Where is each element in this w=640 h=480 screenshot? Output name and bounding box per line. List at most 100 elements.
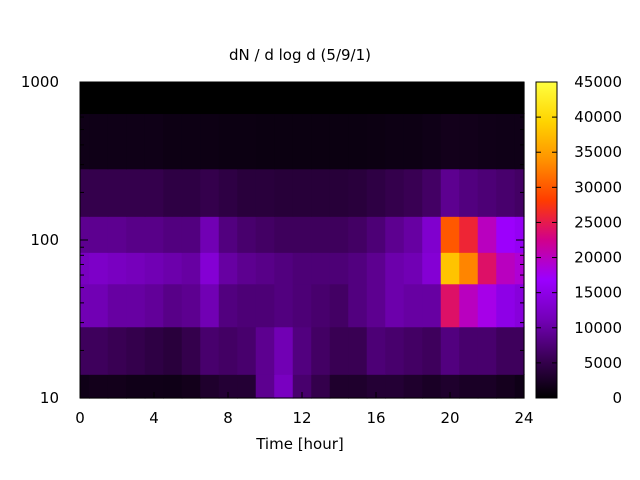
heatmap-cell xyxy=(329,216,349,253)
heatmap-cell xyxy=(200,326,220,375)
heatmap-cell xyxy=(459,283,479,328)
heatmap-cell xyxy=(218,326,238,375)
heatmap-cell xyxy=(274,216,294,253)
heatmap-cell xyxy=(311,252,331,285)
heatmap-cell xyxy=(477,113,497,170)
heatmap-cell xyxy=(440,82,460,115)
y-tick-label: 1000 xyxy=(21,73,59,91)
heatmap-cell xyxy=(403,283,423,328)
heatmap-cell xyxy=(274,113,294,170)
heatmap-cell xyxy=(459,168,479,217)
heatmap-cell xyxy=(255,374,275,399)
colorbar-tick-label: 15000 xyxy=(574,284,622,302)
heatmap-cell xyxy=(144,283,164,328)
heatmap-cell xyxy=(403,326,423,375)
heatmap-cell xyxy=(200,113,220,170)
heatmap-cell xyxy=(292,252,312,285)
heatmap-cell xyxy=(255,113,275,170)
heatmap-cell xyxy=(181,326,201,375)
heatmap-cell xyxy=(237,216,257,253)
heatmap-cell xyxy=(181,283,201,328)
colorbar-tick-label: 35000 xyxy=(574,143,622,161)
heatmap-cell xyxy=(385,82,405,115)
y-tick-label: 100 xyxy=(30,231,59,249)
heatmap-cell xyxy=(496,113,516,170)
heatmap-cell xyxy=(107,216,127,253)
heatmap-cell xyxy=(80,216,90,253)
heatmap-cell xyxy=(514,252,525,285)
heatmap-cell xyxy=(403,252,423,285)
heatmap-cell xyxy=(237,252,257,285)
heatmap-cell xyxy=(218,252,238,285)
x-tick-label: 16 xyxy=(366,409,385,427)
heatmap-cell xyxy=(348,283,368,328)
heatmap-cell xyxy=(348,252,368,285)
heatmap-cell xyxy=(181,168,201,217)
heatmap-cell xyxy=(403,374,423,399)
heatmap-cell xyxy=(126,216,146,253)
heatmap-cell xyxy=(403,216,423,253)
heatmap-cell xyxy=(477,168,497,217)
heatmap-cell xyxy=(89,326,109,375)
heatmap-cell xyxy=(385,283,405,328)
heatmap-cell xyxy=(385,168,405,217)
heatmap-cell xyxy=(89,113,109,170)
heatmap-cell xyxy=(200,216,220,253)
heatmap-cell xyxy=(181,82,201,115)
heatmap-cell xyxy=(311,216,331,253)
heatmap-cell xyxy=(218,374,238,399)
heatmap-cell xyxy=(366,374,386,399)
heatmap-cell xyxy=(200,252,220,285)
heatmap-cell xyxy=(80,168,90,217)
heatmap-cell xyxy=(311,113,331,170)
heatmap-cell xyxy=(311,326,331,375)
heatmap-cell xyxy=(144,216,164,253)
heatmap-cell xyxy=(477,82,497,115)
heatmap-cell xyxy=(218,82,238,115)
heatmap-cell xyxy=(80,326,90,375)
heatmap-cell xyxy=(181,374,201,399)
heatmap-cell xyxy=(274,283,294,328)
heatmap-cell xyxy=(514,216,525,253)
chart-title: dN / d log d (5/9/1) xyxy=(229,46,371,64)
heatmap-cell xyxy=(126,113,146,170)
heatmap-cell xyxy=(422,168,442,217)
heatmap-cell xyxy=(440,216,460,253)
heatmap-cell xyxy=(348,216,368,253)
heatmap-cell xyxy=(440,326,460,375)
heatmap-cell xyxy=(514,374,525,399)
heatmap-cell xyxy=(514,113,525,170)
heatmap-cell xyxy=(218,283,238,328)
colorbar-tick-label: 5000 xyxy=(584,354,622,372)
heatmap-cell xyxy=(422,326,442,375)
heatmap-cell xyxy=(126,82,146,115)
heatmap-cell xyxy=(200,283,220,328)
heatmap-cell xyxy=(237,283,257,328)
heatmap-cell xyxy=(348,113,368,170)
heatmap-cell xyxy=(80,82,90,115)
heatmap-cell xyxy=(477,374,497,399)
heatmap-cell xyxy=(274,82,294,115)
heatmap-cell xyxy=(459,326,479,375)
heatmap-cell xyxy=(514,326,525,375)
heatmap-cell xyxy=(385,216,405,253)
heatmap-cell xyxy=(366,113,386,170)
colorbar xyxy=(535,81,558,399)
colorbar-tick-label: 0 xyxy=(612,389,622,407)
heatmap-cell xyxy=(163,82,183,115)
heatmap-cell xyxy=(80,283,90,328)
heatmap-cell xyxy=(385,374,405,399)
x-tick-label: 8 xyxy=(223,409,233,427)
heatmap-cell xyxy=(292,216,312,253)
heatmap-cell xyxy=(107,252,127,285)
heatmap-cell xyxy=(496,252,516,285)
heatmap-cell xyxy=(329,252,349,285)
heatmap-cell xyxy=(496,283,516,328)
colorbar-tick-label: 40000 xyxy=(574,108,622,126)
heatmap-cell xyxy=(477,252,497,285)
colorbar-tick-label: 30000 xyxy=(574,178,622,196)
heatmap-cell xyxy=(80,113,90,170)
heatmap-cell xyxy=(403,113,423,170)
heatmap-cell xyxy=(348,168,368,217)
heatmap-cell xyxy=(126,374,146,399)
